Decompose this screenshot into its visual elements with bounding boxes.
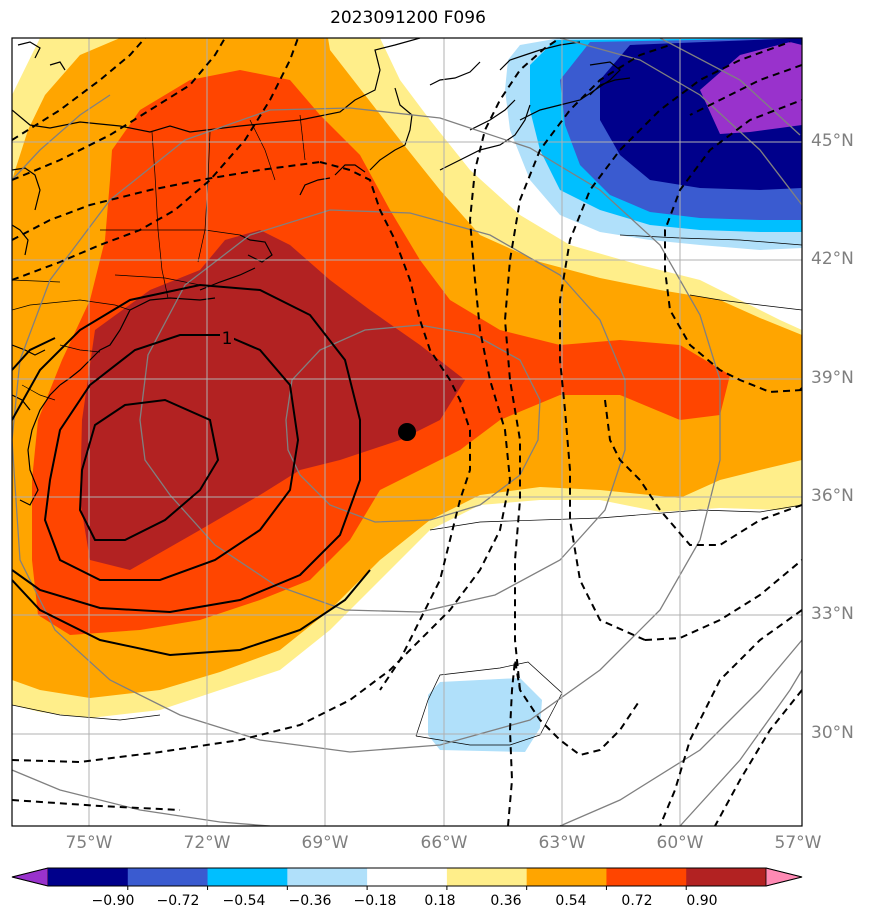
lon-label-75: 75°W bbox=[65, 833, 113, 853]
fill-darkred-0.72 bbox=[80, 230, 465, 570]
lon-label-60: 60°W bbox=[656, 833, 704, 853]
colorbar-segment bbox=[526, 868, 607, 886]
lon-label-57: 57°W bbox=[774, 833, 822, 853]
lon-label-72: 72°W bbox=[183, 833, 231, 853]
colorbar-tick-label: 0.54 bbox=[555, 893, 587, 909]
colorbar-arrow-low bbox=[11, 867, 49, 887]
contour-label: 1 bbox=[222, 329, 233, 349]
colorbar-segment bbox=[127, 868, 209, 886]
colorbar bbox=[11, 867, 803, 890]
colorbar-segment bbox=[686, 868, 767, 886]
graticule bbox=[12, 38, 802, 826]
colorbar-tick-label: −0.36 bbox=[288, 893, 332, 909]
contour-label-bg bbox=[220, 329, 234, 347]
colorbar-segment bbox=[287, 868, 368, 886]
lat-label-39: 39°N bbox=[811, 368, 854, 388]
range-rings bbox=[12, 38, 802, 826]
storm-marker bbox=[398, 423, 416, 441]
map-title: 2023091200 F096 bbox=[330, 8, 486, 28]
colorbar-segment bbox=[207, 868, 288, 886]
colorbar-tick-label: 0.36 bbox=[490, 893, 522, 909]
colorbar-tick-label: −0.18 bbox=[353, 893, 397, 909]
colorbar-segment bbox=[606, 868, 687, 886]
map-frame bbox=[11, 37, 803, 827]
colorbar-outline bbox=[11, 867, 803, 887]
colorbar-arrow-high bbox=[765, 867, 803, 887]
lon-label-69: 69°W bbox=[301, 833, 349, 853]
colorbar-segment bbox=[367, 868, 448, 886]
lat-label-33: 33°N bbox=[811, 604, 854, 624]
colorbar-segment bbox=[48, 868, 129, 886]
coastlines bbox=[12, 38, 631, 506]
lat-label-36: 36°N bbox=[811, 486, 854, 506]
colorbar-tick-label: −0.72 bbox=[156, 893, 200, 909]
lat-label-45: 45°N bbox=[811, 131, 854, 151]
colorbar-segment bbox=[446, 868, 528, 886]
colorbar-tick-label: −0.90 bbox=[91, 893, 135, 909]
colorbar-tick-label: 0.18 bbox=[424, 893, 456, 909]
fill-purple bbox=[700, 42, 802, 134]
lon-label-66: 66°W bbox=[420, 833, 468, 853]
colorbar-tick-label: 0.90 bbox=[686, 893, 718, 909]
dashed-contours bbox=[12, 38, 802, 826]
solid-contours bbox=[12, 283, 371, 657]
colorbar-tick-label: −0.54 bbox=[222, 893, 266, 909]
lon-label-63: 63°W bbox=[538, 833, 586, 853]
lat-label-30: 30°N bbox=[811, 723, 854, 743]
lat-label-42: 42°N bbox=[811, 249, 854, 269]
colorbar-tick-label: 0.72 bbox=[621, 893, 653, 909]
